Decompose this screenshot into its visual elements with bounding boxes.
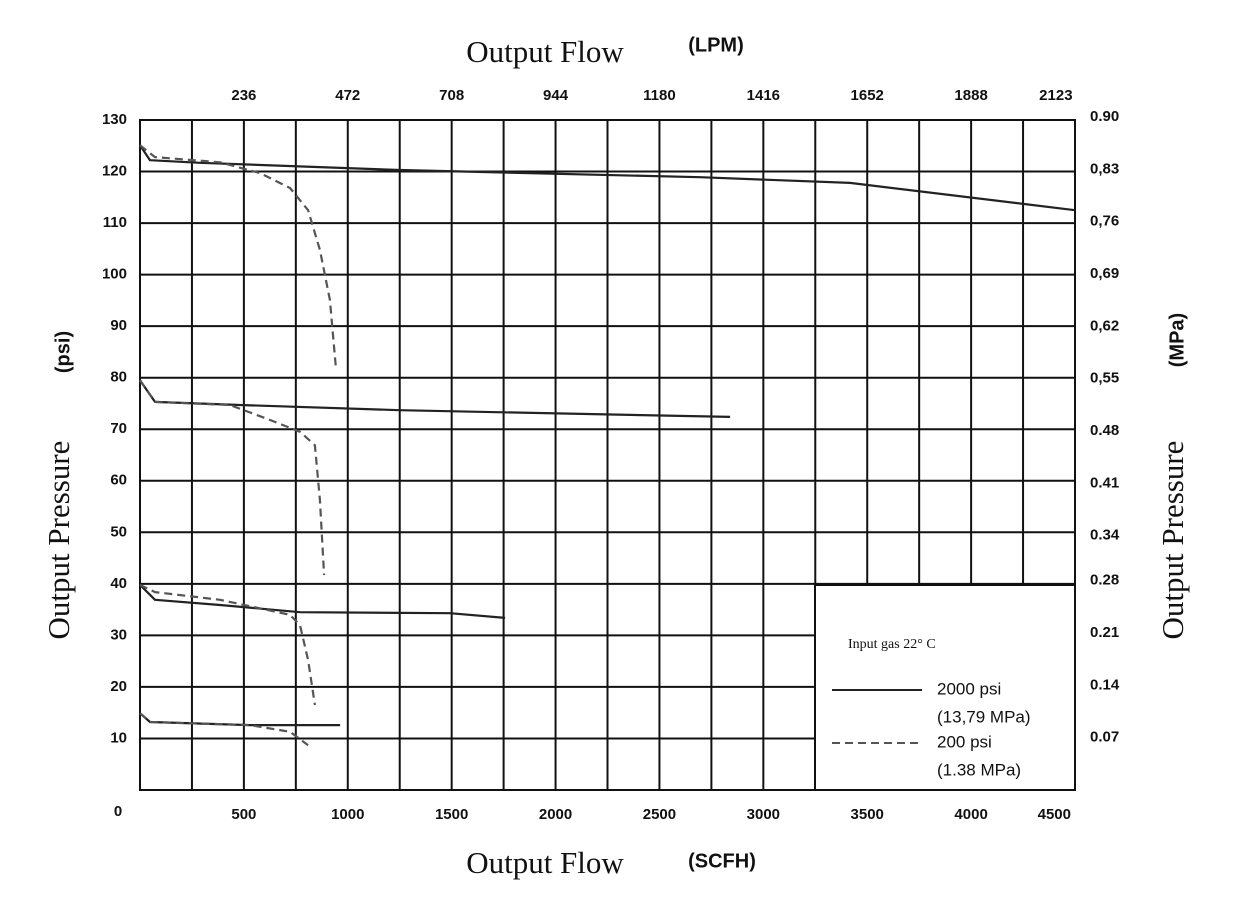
x-axis-unit: (SCFH) (688, 850, 756, 872)
y2-tick-label: 0,83 (1090, 160, 1119, 177)
x2-axis-title: Output Flow (466, 34, 624, 69)
y2-tick-label: 0.41 (1090, 474, 1119, 491)
series-line (139, 583, 316, 706)
y2-tick-label: 0.34 (1090, 527, 1120, 544)
y-tick-label: 110 (103, 214, 127, 231)
y-tick-label: 120 (102, 163, 127, 180)
x-axis-title: Output Flow (466, 845, 624, 880)
x-tick-label: 500 (231, 806, 256, 823)
y-tick-label: 70 (110, 420, 127, 437)
x-tick-label: 0 (114, 803, 122, 820)
legend-label: 2000 psi (937, 679, 1001, 698)
x-tick-label: 1000 (331, 806, 364, 823)
y-axis-unit: (psi) (52, 331, 74, 373)
y2-tick-label: 0,76 (1090, 213, 1119, 230)
x2-tick-label: 1416 (747, 87, 780, 104)
x-tick-label: 2000 (539, 806, 572, 823)
y2-tick-label: 0.48 (1090, 422, 1119, 439)
y2-tick-label: 0,69 (1090, 265, 1119, 282)
x-tick-label: 4000 (954, 806, 987, 823)
y2-tick-label: 0.21 (1090, 624, 1119, 641)
x2-tick-label: 2123 (1039, 87, 1072, 104)
y2-tick-label: 0,55 (1090, 370, 1119, 387)
x2-tick-label: 236 (231, 87, 256, 104)
x-tick-label: 3000 (747, 806, 780, 823)
series-line (139, 144, 1076, 212)
series-line (139, 379, 326, 576)
x2-tick-label: 1652 (851, 87, 884, 104)
y-tick-label: 20 (110, 678, 127, 695)
x-tick-label: 2500 (643, 806, 676, 823)
x-tick-label: 1500 (435, 806, 468, 823)
x2-tick-label: 944 (543, 87, 569, 104)
series-line (139, 144, 337, 368)
y2-tick-label: 0.90 (1090, 108, 1119, 125)
y-tick-label: 30 (110, 626, 127, 643)
legend-label: 200 psi (937, 732, 992, 751)
x2-tick-label: 1180 (643, 87, 676, 104)
y2-tick-label: 0,62 (1090, 317, 1119, 334)
y-tick-label: 90 (110, 317, 127, 334)
x-tick-label: 4500 (1038, 806, 1071, 823)
y-tick-label: 130 (102, 111, 127, 128)
y2-axis-unit: (MPa) (1166, 313, 1188, 367)
y2-axis-title: Output Pressure (1155, 441, 1190, 640)
y2-tick-label: 0.28 (1090, 572, 1119, 589)
y-tick-label: 60 (110, 472, 127, 489)
legend-note: (1.38 MPa) (937, 760, 1021, 779)
plot-frame (139, 119, 1076, 791)
y-tick-label: 80 (110, 369, 127, 386)
y-tick-label: 100 (102, 266, 127, 283)
y-tick-label: 50 (110, 523, 127, 540)
x2-axis-unit: (LPM) (688, 34, 744, 56)
legend-box (814, 584, 1076, 791)
series-line (139, 712, 309, 747)
x2-tick-label: 1888 (954, 87, 987, 104)
y2-tick-label: 0.07 (1090, 729, 1119, 746)
legend-note: (13,79 MPa) (937, 707, 1031, 726)
y-tick-label: 40 (110, 575, 127, 592)
y2-tick-label: 0.14 (1090, 676, 1120, 693)
x2-tick-label: 472 (335, 87, 360, 104)
x2-tick-label: 708 (439, 87, 464, 104)
y-axis-title: Output Pressure (41, 441, 76, 640)
legend-title: Input gas 22° C (848, 637, 936, 652)
y-tick-label: 10 (110, 729, 127, 746)
x-tick-label: 3500 (851, 806, 884, 823)
